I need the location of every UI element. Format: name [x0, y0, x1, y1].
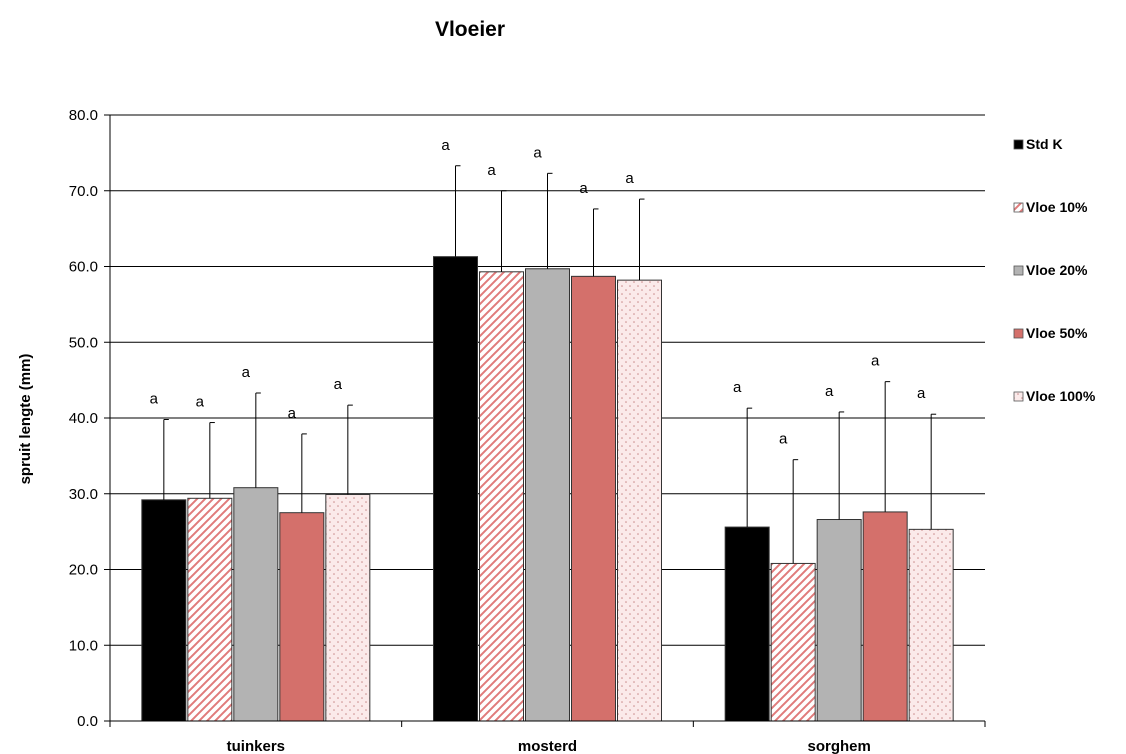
- significance-label: a: [579, 180, 588, 197]
- significance-label: a: [625, 170, 634, 187]
- significance-label: a: [917, 385, 926, 402]
- legend-swatch: [1013, 139, 1024, 150]
- legend-swatch: [1013, 265, 1024, 276]
- bars-group: a a a a a a a a a a a a a a a: [141, 137, 954, 722]
- bar: [433, 256, 478, 722]
- y-axis-label: spruit lengte (mm): [17, 354, 34, 485]
- axes: 0.0 10.0 20.0 30.0 40.0 50.0 60.0 70.0 80.0 tuink…: [69, 107, 986, 754]
- y-tick-label: 20.0: [69, 562, 98, 579]
- category-label: tuinkers: [227, 738, 285, 754]
- category-label: sorghem: [807, 738, 870, 754]
- legend-entry: Vloe 100%: [1026, 388, 1096, 404]
- significance-label: a: [150, 391, 159, 408]
- significance-label: a: [334, 376, 343, 393]
- legend: Std K Vloe 10% Vloe 20% Vloe 50% Vloe 100%: [1013, 136, 1096, 404]
- significance-label: a: [196, 394, 205, 411]
- bar: [571, 275, 616, 722]
- bar: [233, 487, 279, 722]
- significance-label: a: [242, 364, 251, 381]
- bar: [908, 528, 954, 722]
- significance-label: a: [441, 137, 450, 154]
- bar: [187, 497, 233, 722]
- chart-title: Vloeier: [435, 18, 505, 41]
- legend-entry: Vloe 50%: [1026, 325, 1088, 341]
- significance-label: a: [733, 379, 742, 396]
- significance-label: a: [779, 431, 788, 448]
- legend-swatch: [1013, 391, 1024, 402]
- legend-entry: Vloe 20%: [1026, 262, 1088, 278]
- bar: [141, 499, 187, 722]
- significance-label: a: [533, 144, 542, 161]
- significance-label: a: [871, 353, 880, 370]
- significance-label: a: [487, 162, 496, 179]
- y-tick-label: 60.0: [69, 259, 98, 276]
- y-tick-label: 70.0: [69, 183, 98, 200]
- bar: [724, 526, 770, 722]
- y-tick-label: 30.0: [69, 486, 98, 503]
- significance-label: a: [825, 383, 834, 400]
- bar: [862, 511, 908, 722]
- significance-label: a: [288, 405, 297, 422]
- bar: [617, 279, 662, 722]
- bar: [479, 271, 524, 722]
- legend-entry: Std K: [1026, 136, 1063, 152]
- bar: [770, 562, 816, 722]
- bar: [325, 494, 371, 722]
- category-label: mosterd: [518, 738, 577, 754]
- y-tick-label: 10.0: [69, 637, 98, 654]
- bar: [816, 519, 862, 722]
- y-tick-label: 0.0: [77, 713, 98, 730]
- y-tick-label: 80.0: [69, 107, 98, 124]
- y-tick-label: 40.0: [69, 410, 98, 427]
- legend-swatch: [1013, 328, 1024, 339]
- bar: [525, 268, 570, 722]
- y-tick-label: 50.0: [69, 334, 98, 351]
- legend-entry: Vloe 10%: [1026, 199, 1088, 215]
- bar: [279, 512, 325, 722]
- legend-swatch: [1013, 202, 1024, 213]
